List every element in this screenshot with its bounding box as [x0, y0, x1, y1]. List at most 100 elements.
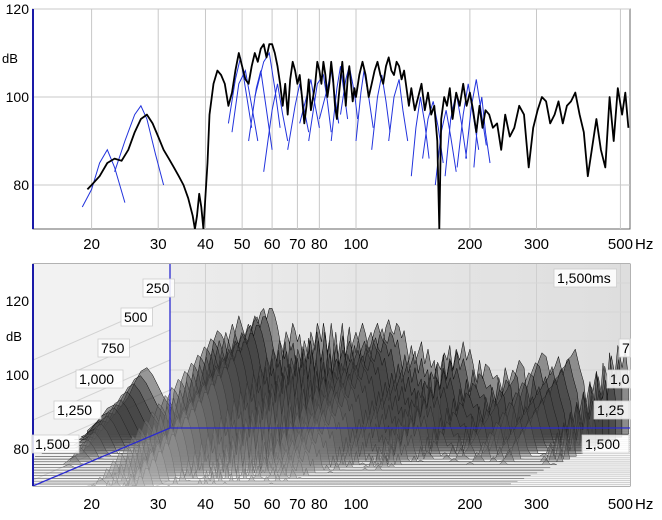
x-tick-label: 50 [234, 496, 251, 513]
waterfall-slices [33, 307, 629, 486]
svg-text:1,500: 1,500 [585, 436, 620, 452]
frequency-response-x-tick-labels: 20 30 40 50 60 70 80 100 200 300 500 [83, 236, 633, 253]
y-tick-label: 80 [13, 177, 29, 193]
frequency-response-x-unit-label: Hz [635, 236, 653, 253]
x-tick-label: 20 [83, 496, 100, 513]
time-label: 500 [124, 309, 148, 325]
x-tick-label: 50 [234, 236, 251, 253]
x-tick-label: 200 [457, 496, 482, 513]
time-label-box [53, 400, 102, 420]
x-tick-label: 80 [311, 236, 328, 253]
frequency-response-grid [33, 8, 630, 229]
mode-curve [473, 96, 491, 168]
mode-curve [308, 73, 332, 142]
mode-curve [114, 104, 165, 186]
waterfall-slice [33, 458, 511, 485]
svg-text:750: 750 [101, 340, 125, 356]
waterfall-slice [124, 483, 136, 486]
waterfall-slice [106, 475, 146, 486]
time-label: 1,500 [35, 436, 70, 452]
waterfall-slice [61, 341, 603, 446]
mode-curve [248, 70, 273, 150]
waterfall-y-tick-labels: 80 100 120 [6, 293, 30, 457]
time-label-box [120, 307, 153, 327]
x-tick-label: 60 [264, 496, 281, 513]
svg-text:1,000: 1,000 [79, 371, 114, 387]
time-label: 750 [101, 340, 125, 356]
svg-text:1,0: 1,0 [610, 371, 630, 387]
x-tick-label: 30 [150, 496, 167, 513]
mode-curve [388, 79, 409, 142]
x-tick-label: 100 [343, 496, 368, 513]
waterfall-time-labels: 250 500 750 1,000 1,250 1,500 1,500ms 7 1,0 1,25 1… [31, 268, 631, 454]
time-label-box [593, 400, 631, 420]
waterfall-slice [80, 316, 623, 438]
y-tick-label: 100 [6, 89, 30, 105]
mode-curve [81, 148, 126, 208]
mode-curve [299, 79, 320, 128]
time-label-box [606, 369, 631, 389]
mode-curve [254, 51, 281, 128]
waterfall-back-wall [170, 264, 630, 428]
time-label-box [553, 268, 617, 288]
x-tick-label: 100 [343, 236, 368, 253]
time-label: 1,0 [610, 371, 630, 387]
waterfall-x-unit-label: Hz [635, 496, 653, 513]
time-label-box [142, 278, 175, 298]
time-label: 1,000 [79, 371, 114, 387]
x-tick-label: 40 [197, 496, 214, 513]
time-label: 1,250 [57, 402, 92, 418]
grid-line-side [33, 329, 171, 391]
x-tick-label: 70 [289, 496, 306, 513]
time-label: 250 [146, 280, 170, 296]
x-tick-label: 200 [457, 236, 482, 253]
waterfall-x-tick-labels: 20 30 40 50 60 70 80 100 200 300 500 [83, 496, 633, 513]
waterfall-slice [33, 441, 525, 480]
x-tick-label: 40 [197, 236, 214, 253]
x-tick-label: 300 [524, 496, 549, 513]
svg-text:1,500ms: 1,500ms [557, 270, 611, 286]
mode-curve [434, 110, 457, 186]
frequency-response-curves [81, 43, 630, 229]
x-tick-label: 70 [289, 236, 306, 253]
svg-text:7: 7 [622, 340, 630, 356]
time-label: 1,500 [585, 436, 620, 452]
time-label-box [75, 369, 124, 389]
x-tick-label: 30 [150, 236, 167, 253]
mode-curve [231, 69, 259, 142]
waterfall-slice [54, 349, 597, 449]
svg-text:1,25: 1,25 [597, 402, 624, 418]
svg-text:250: 250 [146, 280, 170, 296]
y-tick-label: 120 [6, 293, 30, 309]
time-label-box [618, 338, 631, 358]
waterfall-slice [33, 450, 518, 482]
waterfall-y-unit-label: dB [6, 329, 22, 344]
waterfall-slice [90, 467, 171, 486]
x-tick-label: 500 [608, 496, 633, 513]
frequency-response-y-tick-labels: 80 100 120 [6, 1, 30, 193]
time-label: 1,25 [597, 402, 624, 418]
waterfall-slice [67, 332, 610, 443]
response-curve [86, 43, 630, 229]
x-tick-label: 300 [524, 236, 549, 253]
x-tick-label: 60 [264, 236, 281, 253]
time-label-box [581, 434, 630, 454]
mode-curve [263, 83, 289, 172]
time-label-box [31, 434, 80, 454]
time-label-box [97, 338, 130, 358]
frequency-response-chart: 80 100 120 20 30 40 50 60 70 80 100 200 300 500 dB H… [2, 1, 653, 253]
waterfall-slice [33, 425, 538, 474]
svg-text:500: 500 [124, 309, 148, 325]
time-label: 1,500ms [557, 270, 611, 286]
waterfall-floor-edge [33, 427, 171, 486]
x-tick-label: 20 [83, 236, 100, 253]
time-label: 7 [622, 340, 630, 356]
waterfall-chart: 80 100 120 20 30 40 50 60 70 80 100 200 300 500 250 5… [6, 263, 653, 513]
x-tick-label: 500 [608, 236, 633, 253]
x-tick-label: 80 [311, 496, 328, 513]
mode-curve [371, 74, 391, 150]
y-tick-label: 120 [6, 1, 30, 17]
svg-text:1,500: 1,500 [35, 436, 70, 452]
